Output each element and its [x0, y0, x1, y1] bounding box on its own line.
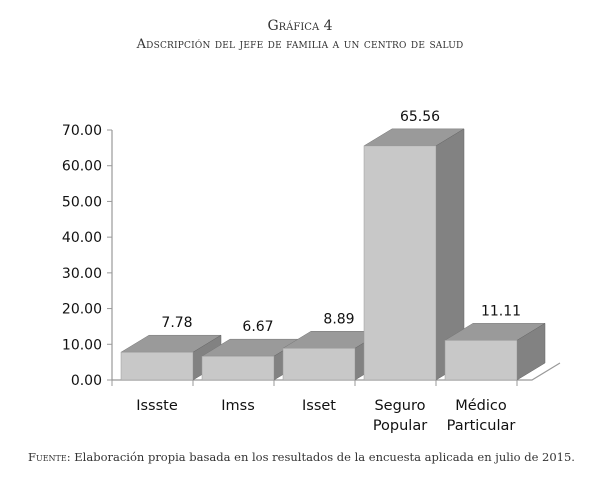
x-tick-label: Seguro: [374, 398, 425, 414]
data-label: 11.11: [481, 303, 521, 319]
bar: [444, 340, 518, 381]
y-tick-label: 0.00: [71, 373, 102, 389]
data-label: 6.67: [242, 319, 273, 335]
y-tick-label: 30.00: [62, 266, 102, 282]
y-tick-label: 50.00: [62, 194, 102, 210]
y-tick-label: 60.00: [62, 159, 102, 175]
data-label: 65.56: [400, 109, 440, 125]
x-tick-label: Imss: [221, 398, 255, 414]
source-text: Elaboración propia basada en los resulta…: [70, 450, 575, 464]
source-label: Fuente:: [28, 450, 71, 464]
y-tick-label: 10.00: [62, 337, 102, 353]
bar: [120, 351, 194, 381]
data-label: 7.78: [161, 315, 192, 331]
x-tick-label: Médico: [455, 398, 507, 414]
figure-number: Gráfica 4: [267, 18, 333, 34]
source-note: Fuente: Elaboración propia basada en los…: [28, 450, 575, 464]
x-tick-label: Issste: [136, 398, 178, 414]
data-label: 8.89: [323, 311, 354, 327]
x-tick-label: Popular: [373, 418, 427, 434]
bar: [282, 348, 356, 381]
y-tick-label: 40.00: [62, 230, 102, 246]
bar: [363, 145, 437, 381]
bar: [201, 355, 275, 381]
x-tick-label: Particular: [447, 418, 516, 434]
chart-title: Adscripción del jefe de familia a un cen…: [136, 37, 464, 52]
y-tick-label: 20.00: [62, 302, 102, 318]
x-tick-label: Isset: [302, 398, 336, 414]
y-tick-label: 70.00: [62, 123, 102, 139]
